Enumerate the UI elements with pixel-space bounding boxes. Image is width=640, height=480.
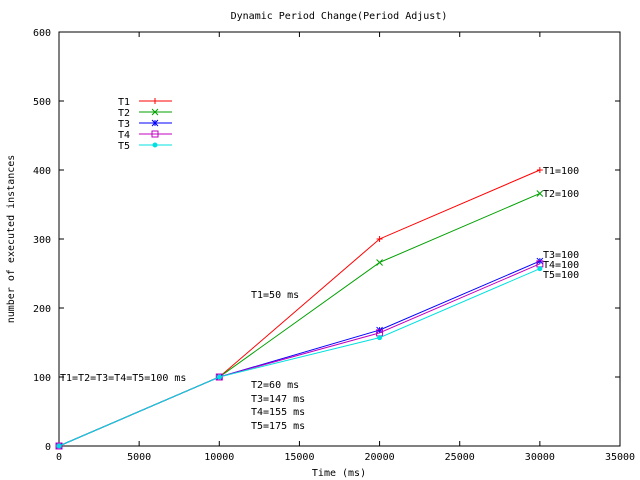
annotation-end-t1: T1=100 [543, 166, 579, 177]
y-tick-label: 500 [33, 97, 51, 108]
legend-label-t3: T3 [118, 119, 130, 130]
legend-label-t2: T2 [118, 108, 130, 119]
annotations: T1=T2=T3=T4=T5=100 ms T1=50 ms T2=60 ms … [60, 166, 579, 432]
annotation-end-t2: T2=100 [543, 189, 579, 200]
series-line-t5 [58, 268, 541, 447]
x-tick-label: 20000 [365, 452, 395, 463]
series-t5 [56, 266, 543, 449]
annotation-start: T1=T2=T3=T4=T5=100 ms [60, 373, 186, 384]
data-point-t5 [537, 266, 543, 272]
annotation-mid-t2: T2=60 ms [251, 380, 299, 391]
chart-title: Dynamic Period Change(Period Adjust) [231, 11, 448, 22]
y-tick-label: 200 [33, 304, 51, 315]
legend-marker-t5 [152, 142, 158, 148]
y-axis-label: number of executed instances [6, 155, 17, 324]
data-point-t2 [536, 190, 544, 197]
data-point-t2 [376, 259, 383, 266]
x-tick-label: 5000 [127, 452, 151, 463]
data-point-t5 [216, 374, 222, 380]
legend-marker-t3 [151, 119, 159, 127]
annotation-t1-mid: T1=50 ms [251, 290, 299, 301]
annotation-mid-t4: T4=155 ms [251, 407, 305, 418]
x-tick-label: 30000 [525, 452, 555, 463]
legend-marker-t2 [151, 108, 159, 116]
annotation-end-t3: T3=100 [543, 250, 579, 261]
annotation-end-t5: T5=100 [543, 270, 579, 281]
x-tick-label: 0 [56, 452, 62, 463]
series-layer [55, 167, 544, 450]
annotation-mid-t5: T5=175 ms [251, 421, 305, 432]
y-tick-label: 300 [33, 235, 51, 246]
legend-label-t1: T1 [118, 97, 130, 108]
data-point-t4 [215, 373, 223, 381]
legend-marker-t4 [151, 130, 159, 138]
y-tick-label: 600 [33, 28, 51, 39]
x-tick-label: 10000 [204, 452, 234, 463]
legend-label-t5: T5 [118, 141, 130, 152]
x-tick-label: 25000 [445, 452, 475, 463]
y-tick-label: 400 [33, 166, 51, 177]
annotation-mid-t3: T3=147 ms [251, 394, 305, 405]
x-tick-label: 35000 [605, 452, 635, 463]
legend-label-t4: T4 [118, 130, 130, 141]
data-point-t1 [536, 167, 543, 173]
data-point-t1 [376, 236, 383, 242]
data-point-t4 [55, 442, 63, 450]
x-tick-label: 15000 [284, 452, 314, 463]
x-axis-label: Time (ms) [312, 468, 366, 479]
annotation-end-t4: T4=100 [543, 260, 579, 271]
y-tick-label: 100 [33, 373, 51, 384]
legend-marker-t1 [152, 98, 158, 104]
y-axis: 0 100 200 300 400 500 600 [33, 28, 620, 453]
x-axis: 0 5000 10000 15000 20000 25000 30000 35000 [56, 32, 635, 463]
data-point-t5 [377, 335, 383, 341]
y-tick-label: 0 [45, 442, 51, 453]
data-point-t5 [56, 443, 62, 449]
